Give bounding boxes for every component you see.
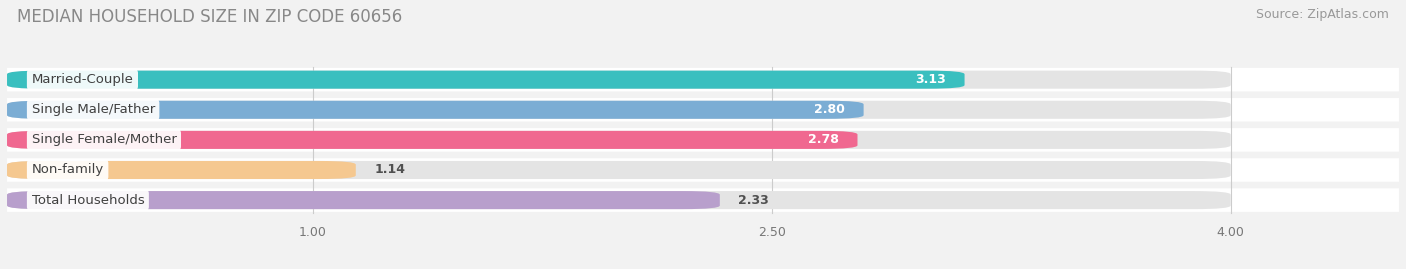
Text: Non-family: Non-family	[31, 164, 104, 176]
Text: 2.80: 2.80	[814, 103, 845, 116]
Text: 2.33: 2.33	[738, 194, 769, 207]
Text: Single Female/Mother: Single Female/Mother	[31, 133, 176, 146]
FancyBboxPatch shape	[7, 158, 1399, 182]
Text: MEDIAN HOUSEHOLD SIZE IN ZIP CODE 60656: MEDIAN HOUSEHOLD SIZE IN ZIP CODE 60656	[17, 8, 402, 26]
FancyBboxPatch shape	[7, 161, 356, 179]
Text: 3.13: 3.13	[915, 73, 946, 86]
Text: Single Male/Father: Single Male/Father	[31, 103, 155, 116]
Text: Source: ZipAtlas.com: Source: ZipAtlas.com	[1256, 8, 1389, 21]
FancyBboxPatch shape	[7, 191, 720, 209]
Text: 1.14: 1.14	[374, 164, 405, 176]
FancyBboxPatch shape	[7, 131, 858, 149]
FancyBboxPatch shape	[7, 71, 1230, 89]
Text: 2.78: 2.78	[808, 133, 839, 146]
FancyBboxPatch shape	[7, 101, 863, 119]
FancyBboxPatch shape	[7, 98, 1399, 122]
FancyBboxPatch shape	[7, 161, 1230, 179]
Text: Total Households: Total Households	[31, 194, 145, 207]
FancyBboxPatch shape	[7, 188, 1399, 212]
FancyBboxPatch shape	[7, 101, 1230, 119]
Text: Married-Couple: Married-Couple	[31, 73, 134, 86]
FancyBboxPatch shape	[7, 128, 1399, 152]
FancyBboxPatch shape	[7, 191, 1230, 209]
FancyBboxPatch shape	[7, 131, 1230, 149]
FancyBboxPatch shape	[7, 68, 1399, 91]
FancyBboxPatch shape	[7, 71, 965, 89]
